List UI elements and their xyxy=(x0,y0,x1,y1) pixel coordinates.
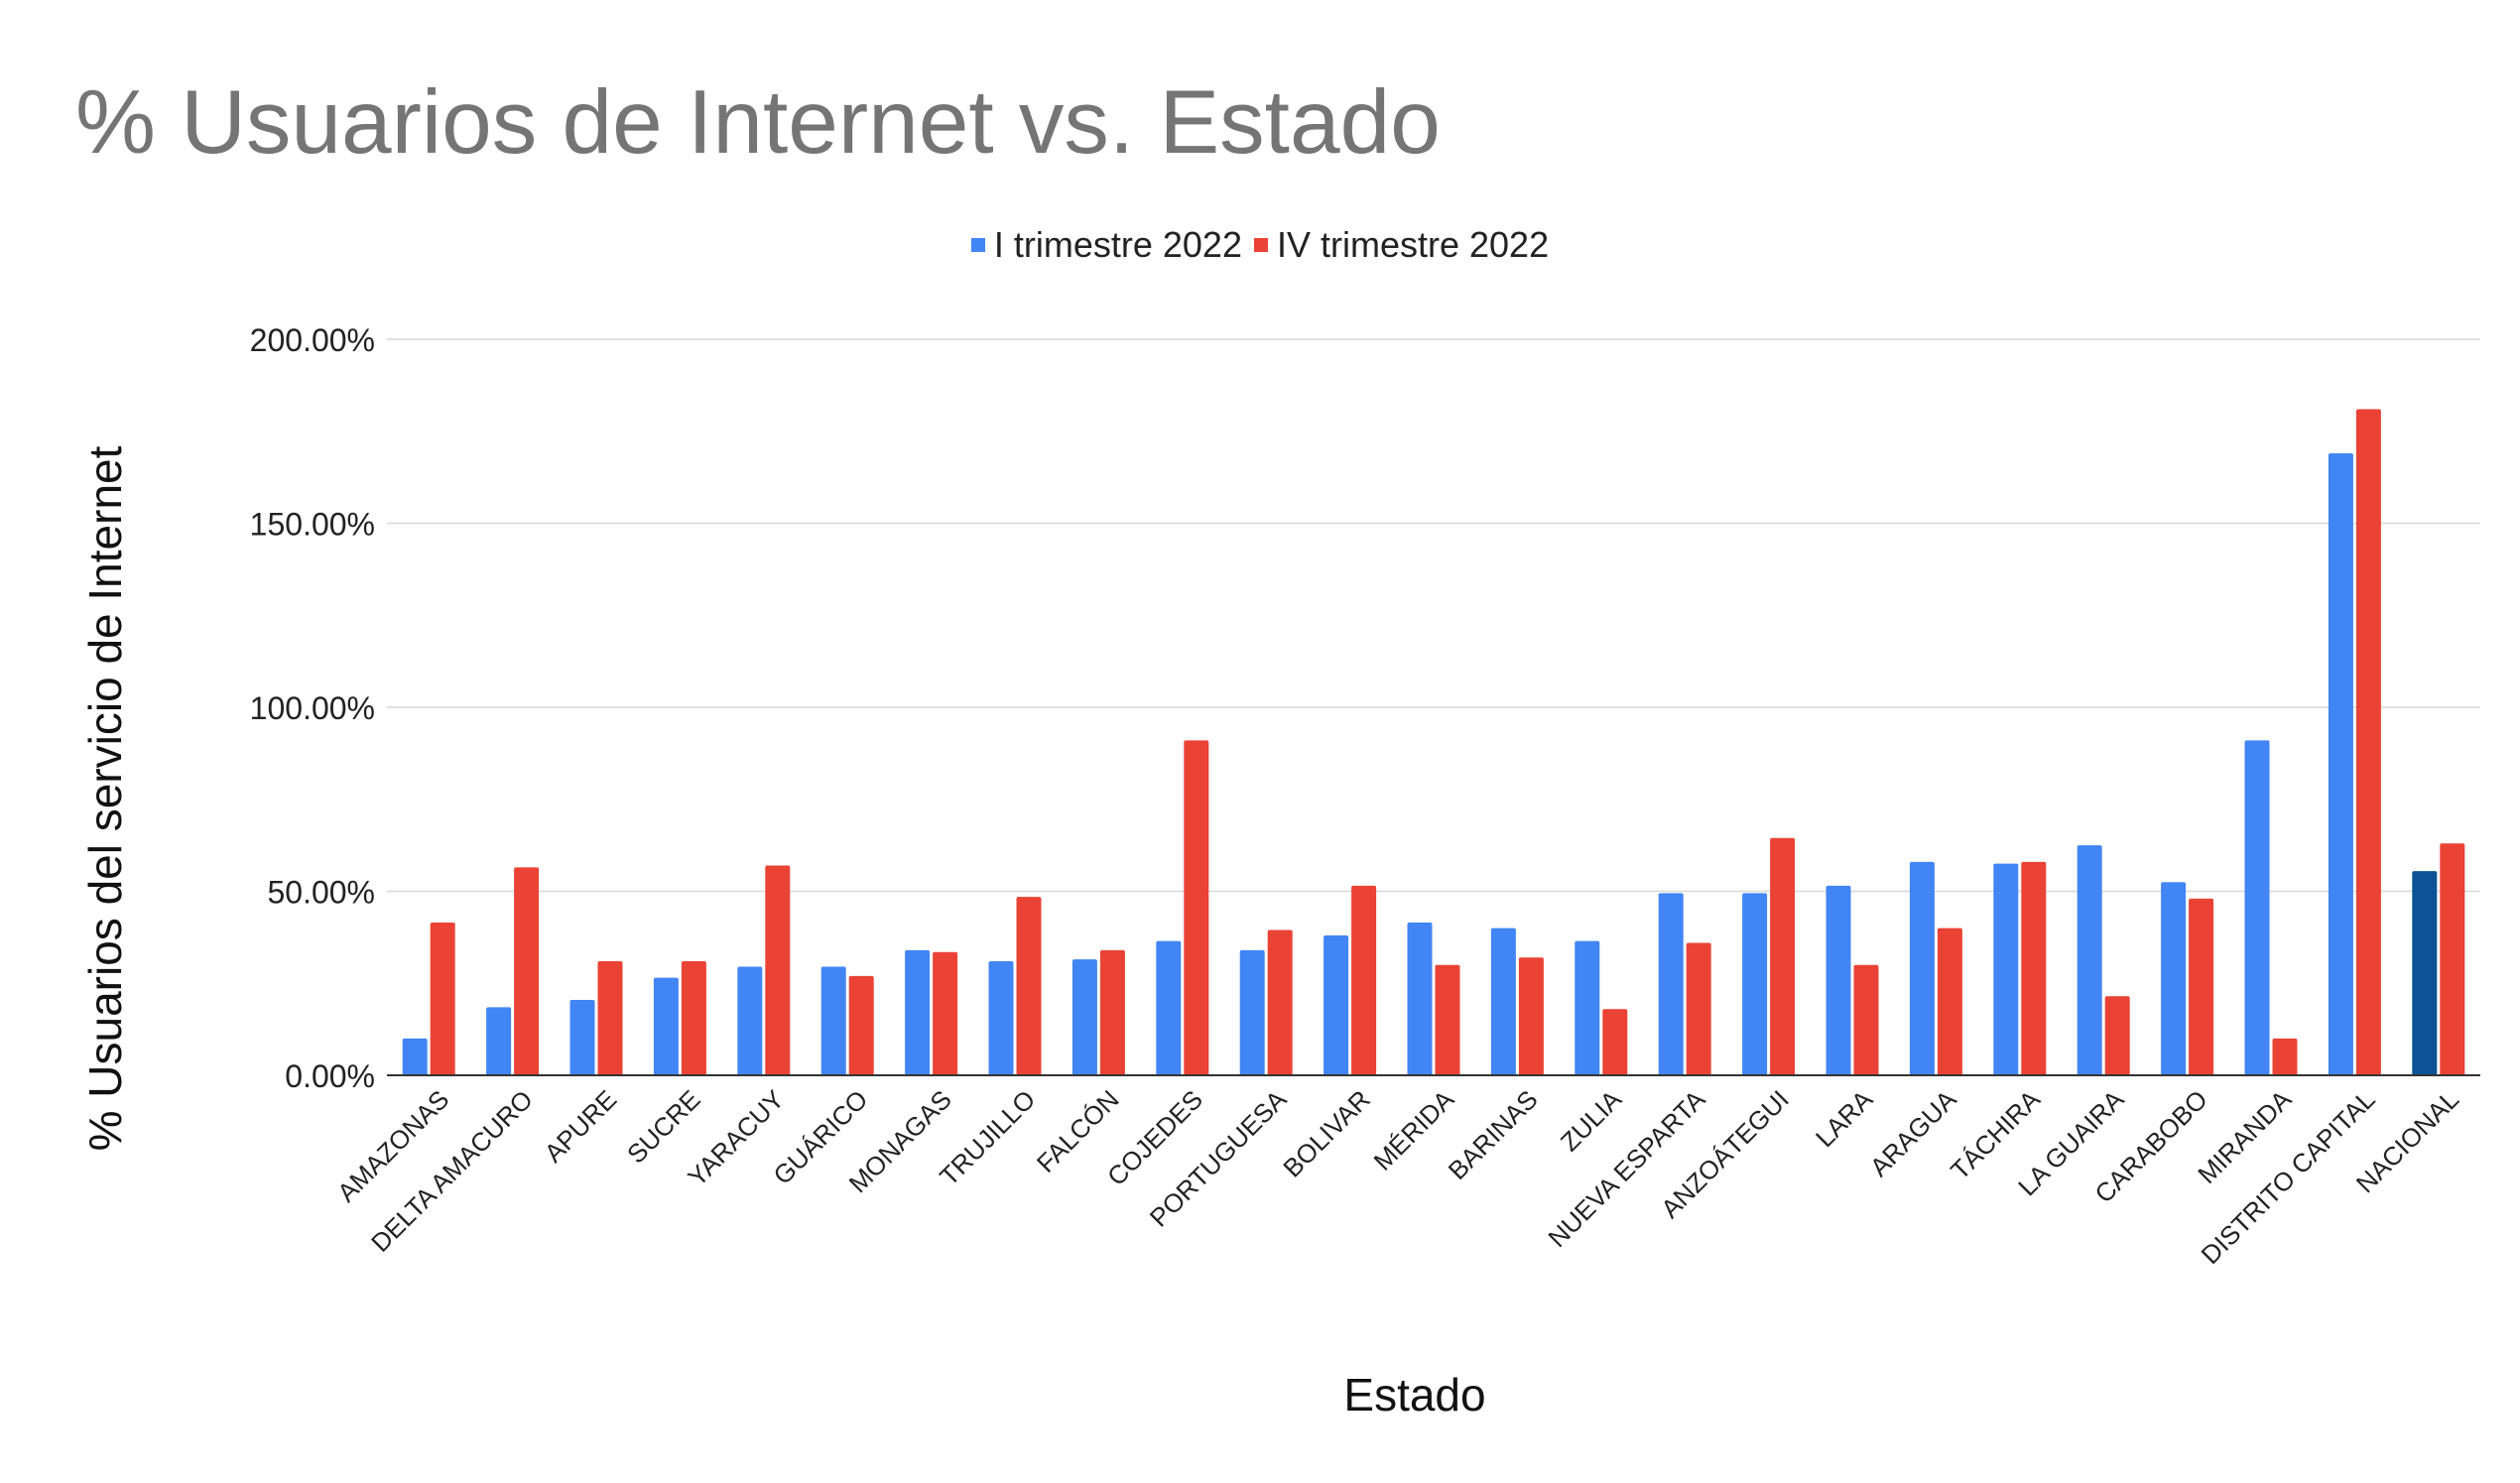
bar-miranda-series-1[interactable] xyxy=(2244,740,2270,1075)
bar-nueva-esparta-series-2[interactable] xyxy=(1686,942,1711,1075)
x-tick-label-delta-amacuro: DELTA AMACURO xyxy=(365,1084,539,1258)
bars xyxy=(402,409,2465,1075)
bar-portuguesa-series-2[interactable] xyxy=(1267,929,1293,1075)
bar-merida-series-1[interactable] xyxy=(1407,923,1433,1075)
x-tick-label-bolivar: BOLIVAR xyxy=(1277,1084,1376,1183)
bar-guarico-series-1[interactable] xyxy=(820,966,846,1075)
x-tick-label-zulia: ZULIA xyxy=(1555,1084,1628,1158)
bar-zulia-series-1[interactable] xyxy=(1575,940,1600,1075)
x-tick-label-nueva-esparta: NUEVA ESPARTA xyxy=(1542,1084,1711,1254)
legend: I trimestre 2022 IV trimestre 2022 xyxy=(0,224,2520,266)
legend-label-2: IV trimestre 2022 xyxy=(1276,224,1550,265)
bar-monagas-series-1[interactable] xyxy=(905,949,931,1075)
bar-guarico-series-2[interactable] xyxy=(848,975,874,1075)
bar-delta-amacuro-series-1[interactable] xyxy=(486,1007,512,1075)
legend-label-1: I trimestre 2022 xyxy=(993,224,1242,265)
bar-barinas-series-1[interactable] xyxy=(1490,927,1516,1075)
legend-item-1[interactable]: I trimestre 2022 xyxy=(970,224,1242,266)
bar-lara-series-2[interactable] xyxy=(1853,964,1879,1075)
bar-falcon-series-2[interactable] xyxy=(1099,949,1125,1075)
y-tick-label: 100.00% xyxy=(250,690,375,726)
bar-yaracuy-series-1[interactable] xyxy=(737,966,763,1075)
legend-swatch-1 xyxy=(970,238,985,252)
bar-miranda-series-2[interactable] xyxy=(2272,1038,2298,1075)
bar-nacional-series-1[interactable] xyxy=(2412,871,2438,1075)
bar-tachira-series-1[interactable] xyxy=(1993,863,2019,1075)
y-tick-label: 0.00% xyxy=(285,1058,375,1094)
bar-portuguesa-series-1[interactable] xyxy=(1239,949,1265,1075)
bar-anzoategui-series-1[interactable] xyxy=(1742,893,1768,1075)
y-axis-title: % Usuarios del servicio de Internet xyxy=(79,445,131,1151)
bar-zulia-series-2[interactable] xyxy=(1602,1009,1628,1075)
bar-la-guaira-series-1[interactable] xyxy=(2077,845,2102,1075)
bar-trujillo-series-2[interactable] xyxy=(1016,897,1042,1075)
x-axis-title: Estado xyxy=(1343,1369,1485,1421)
bar-amazonas-series-1[interactable] xyxy=(402,1038,428,1075)
legend-swatch-2 xyxy=(1253,238,1268,252)
bar-bolivar-series-2[interactable] xyxy=(1351,885,1377,1075)
x-tick-label-sucre: SUCRE xyxy=(621,1084,706,1170)
bar-delta-amacuro-series-2[interactable] xyxy=(514,867,540,1075)
x-tick-label-lara: LARA xyxy=(1810,1084,1879,1154)
bar-apure-series-1[interactable] xyxy=(569,999,595,1075)
bar-lara-series-1[interactable] xyxy=(1826,885,1851,1075)
chart-title: % Usuarios de Internet vs. Estado xyxy=(75,72,1441,173)
bar-la-guaira-series-2[interactable] xyxy=(2104,996,2130,1075)
bar-barinas-series-2[interactable] xyxy=(1518,957,1544,1075)
bar-carabobo-series-2[interactable] xyxy=(2189,898,2214,1075)
y-tick-label: 200.00% xyxy=(250,322,375,358)
y-tick-label: 50.00% xyxy=(267,875,375,911)
bar-distrito-capital-series-2[interactable] xyxy=(2355,409,2381,1075)
bar-distrito-capital-series-1[interactable] xyxy=(2328,453,2353,1075)
bar-merida-series-2[interactable] xyxy=(1435,964,1460,1075)
bar-bolivar-series-1[interactable] xyxy=(1323,935,1349,1075)
y-tick-label: 150.00% xyxy=(250,507,375,543)
bar-nacional-series-2[interactable] xyxy=(2440,843,2465,1075)
x-tick-label-apure: APURE xyxy=(539,1084,623,1169)
legend-item-2[interactable]: IV trimestre 2022 xyxy=(1253,224,1550,266)
bar-monagas-series-2[interactable] xyxy=(933,951,958,1075)
bar-apure-series-2[interactable] xyxy=(597,960,623,1075)
gridlines xyxy=(387,338,2480,893)
bar-sucre-series-1[interactable] xyxy=(653,977,679,1075)
bar-cojedes-series-1[interactable] xyxy=(1156,940,1182,1075)
bar-amazonas-series-2[interactable] xyxy=(430,923,455,1075)
bar-falcon-series-1[interactable] xyxy=(1071,959,1097,1075)
bar-trujillo-series-1[interactable] xyxy=(988,960,1014,1075)
bar-tachira-series-2[interactable] xyxy=(2021,861,2047,1075)
bar-carabobo-series-1[interactable] xyxy=(2161,882,2187,1075)
bar-anzoategui-series-2[interactable] xyxy=(1770,837,1796,1075)
bar-cojedes-series-2[interactable] xyxy=(1184,740,1209,1075)
bar-aragua-series-2[interactable] xyxy=(1937,927,1962,1075)
bar-sucre-series-2[interactable] xyxy=(681,960,706,1075)
y-tick-labels: 0.00% 50.00% 100.00% 150.00% 200.00% xyxy=(250,322,375,1094)
x-tick-label-barinas: BARINAS xyxy=(1443,1084,1544,1185)
bar-nueva-esparta-series-1[interactable] xyxy=(1658,893,1684,1075)
bar-yaracuy-series-2[interactable] xyxy=(765,865,791,1075)
bar-aragua-series-1[interactable] xyxy=(1909,861,1935,1075)
